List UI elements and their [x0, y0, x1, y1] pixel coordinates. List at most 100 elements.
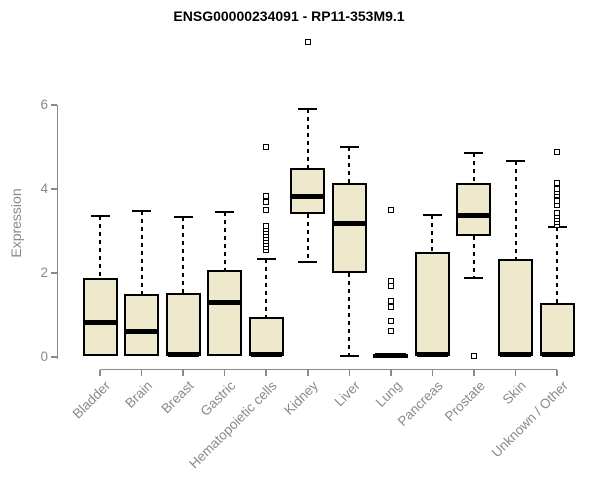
upper-whisker: [514, 160, 517, 260]
box: [82, 278, 118, 357]
x-axis-tick: [307, 370, 309, 376]
x-tick-label-text: Prostate: [441, 378, 488, 425]
upper-whisker: [306, 109, 309, 168]
upper-whisker: [472, 152, 475, 184]
x-axis-tick: [140, 370, 143, 376]
upper-whisker-cap: [132, 209, 152, 212]
x-axis-tick: [223, 370, 226, 376]
lower-whisker: [348, 273, 351, 357]
median-line: [458, 213, 490, 219]
x-tick-label-text: Breast: [158, 378, 197, 417]
median-line: [292, 194, 324, 200]
upper-whisker-cap: [506, 159, 525, 162]
upper-whisker: [99, 215, 101, 279]
box: [539, 302, 575, 357]
y-axis-tick: [50, 104, 57, 106]
upper-whisker-cap: [464, 151, 484, 154]
upper-whisker-cap: [339, 146, 359, 148]
x-axis-tick: [99, 370, 101, 376]
y-axis-tick: [50, 188, 57, 190]
outlier-point: [554, 198, 561, 205]
y-tick-label: 6: [40, 97, 48, 112]
outlier-point: [387, 304, 394, 311]
outlier-point: [387, 298, 394, 305]
x-tick-label-text: Liver: [331, 378, 363, 410]
upper-whisker-cap: [215, 211, 235, 214]
y-tick-label: 4: [40, 181, 48, 196]
median-line: [333, 220, 365, 226]
x-axis-tick: [265, 370, 267, 376]
outlier-point: [387, 318, 394, 325]
lower-whisker: [472, 236, 475, 279]
lower-whisker-cap: [298, 261, 318, 264]
x-axis-line: [100, 368, 558, 370]
median-line: [167, 351, 199, 357]
outlier-point: [304, 39, 311, 45]
outlier-point: [387, 207, 394, 213]
median-line: [500, 351, 531, 357]
x-tick-label-text: Brain: [122, 378, 156, 411]
box: [207, 270, 243, 357]
x-tick-label-text: Lung: [372, 378, 405, 410]
x-axis-tick: [556, 370, 558, 376]
upper-whisker-cap: [173, 216, 193, 219]
outlier-point: [263, 207, 270, 213]
x-tick-label-text: Pancreas: [395, 378, 446, 429]
median-line: [126, 329, 158, 335]
box: [456, 183, 492, 237]
box: [414, 252, 450, 357]
outlier-point: [387, 278, 394, 285]
lower-whisker: [306, 214, 309, 263]
upper-whisker-cap: [298, 108, 318, 111]
x-tick-label-text: Unknown / Other: [488, 378, 571, 461]
x-axis-tick: [390, 370, 392, 376]
box: [124, 294, 160, 357]
chart-title: ENSG00000234091 - RP11-353M9.1: [173, 8, 405, 24]
upper-whisker-cap: [256, 258, 276, 261]
upper-whisker: [182, 217, 185, 294]
y-tick-label: 2: [40, 265, 48, 280]
y-axis-tick: [50, 272, 57, 274]
upper-whisker: [223, 212, 226, 271]
x-tick-label-text: Skin: [499, 378, 530, 408]
y-axis-line: [56, 105, 58, 359]
x-axis-tick: [473, 370, 475, 376]
upper-whisker: [431, 215, 434, 252]
upper-whisker-cap: [422, 214, 442, 217]
lower-whisker-cap: [339, 355, 359, 358]
box: [165, 293, 201, 357]
x-axis-tick: [182, 370, 184, 376]
outlier-point: [263, 198, 270, 205]
x-tick-label-text: Kidney: [281, 378, 322, 418]
x-axis-tick: [514, 370, 517, 376]
outlier-point: [263, 193, 270, 200]
lower-whisker-cap: [464, 277, 484, 280]
x-tick-label-text: Gastric: [197, 378, 239, 419]
outlier-point: [554, 209, 561, 216]
y-tick-label: 0: [40, 349, 48, 364]
box: [331, 183, 367, 273]
upper-whisker: [140, 210, 143, 294]
upper-whisker: [348, 147, 351, 184]
upper-whisker-cap: [90, 214, 110, 217]
box: [498, 259, 533, 357]
outlier-point: [554, 180, 561, 187]
y-axis-tick: [50, 356, 57, 358]
median-line: [416, 351, 448, 357]
x-axis-tick: [431, 370, 434, 376]
outlier-point: [554, 186, 561, 192]
median-line: [250, 351, 282, 357]
median-line: [541, 351, 573, 357]
outlier-point: [387, 327, 394, 334]
outlier-point: [554, 149, 561, 156]
outlier-point: [470, 353, 477, 360]
outlier-point: [263, 222, 270, 229]
median-line: [209, 300, 241, 306]
upper-whisker: [265, 259, 268, 318]
x-tick-label-text: Bladder: [70, 378, 114, 422]
outlier-point: [263, 144, 270, 150]
upper-whisker: [556, 226, 559, 303]
median-line: [84, 320, 116, 326]
box: [248, 317, 284, 357]
